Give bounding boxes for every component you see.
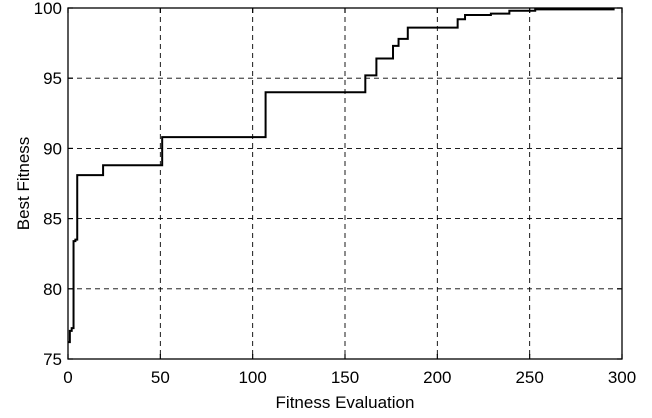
x-tick-label: 200 bbox=[423, 368, 451, 387]
x-tick-labels: 0 50 100 150 200 250 300 bbox=[63, 368, 636, 387]
y-tick-label: 100 bbox=[34, 0, 62, 18]
x-tick-label: 150 bbox=[331, 368, 359, 387]
y-tick-label: 80 bbox=[43, 280, 62, 299]
grid-lines bbox=[68, 8, 622, 359]
x-tick-label: 50 bbox=[151, 368, 170, 387]
y-tick-label: 95 bbox=[43, 69, 62, 88]
series-group bbox=[68, 8, 615, 344]
x-tick-label: 250 bbox=[515, 368, 543, 387]
y-tick-label: 85 bbox=[43, 210, 62, 229]
best-fitness-line bbox=[68, 8, 615, 344]
x-tick-label: 100 bbox=[238, 368, 266, 387]
y-tick-labels: 75 80 85 90 95 100 bbox=[34, 0, 62, 369]
y-tick-label: 90 bbox=[43, 139, 62, 158]
x-tick-label: 0 bbox=[63, 368, 72, 387]
y-tick-label: 75 bbox=[43, 350, 62, 369]
x-tick-label: 300 bbox=[608, 368, 636, 387]
axis-ticks bbox=[67, 7, 623, 360]
y-axis-title: Best Fitness bbox=[14, 137, 33, 231]
x-axis-title: Fitness Evaluation bbox=[276, 393, 415, 412]
